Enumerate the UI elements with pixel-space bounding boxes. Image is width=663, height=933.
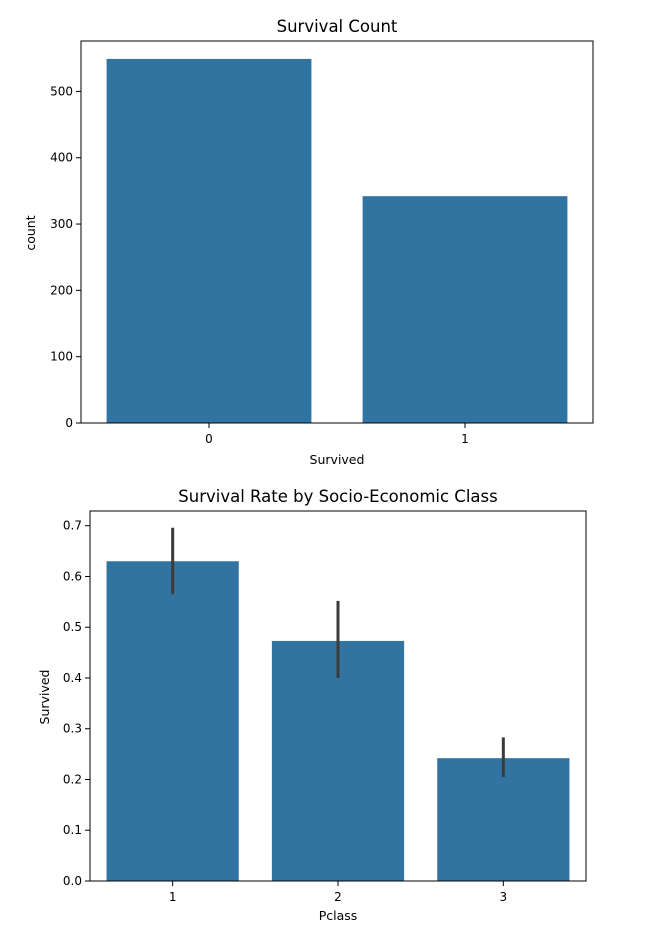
x-tick-label: 0 xyxy=(205,432,213,446)
bars-group xyxy=(106,58,568,423)
y-ticks: 0 100 200 300 400 500 xyxy=(50,84,81,430)
y-tick-label: 100 xyxy=(50,350,73,364)
bar-1 xyxy=(106,561,239,881)
y-axis-label: count xyxy=(23,215,38,250)
chart-title: Survival Rate by Socio-Economic Class xyxy=(178,487,497,506)
plot-frame xyxy=(80,40,594,424)
y-tick-label: 0.5 xyxy=(63,620,82,634)
x-tick-label: 3 xyxy=(500,890,508,904)
x-axis-label: Pclass xyxy=(319,908,358,923)
y-tick-label: 0.1 xyxy=(63,823,82,837)
x-tick-label: 1 xyxy=(461,432,469,446)
y-ticks: 0.0 0.1 0.2 0.3 0.4 0.5 0.6 0.7 xyxy=(63,519,90,888)
y-axis-label: Survived xyxy=(37,670,52,725)
y-tick-label: 0.6 xyxy=(63,569,82,583)
chart-title: Survival Count xyxy=(277,17,398,36)
y-tick-label: 0.4 xyxy=(63,671,82,685)
y-tick-label: 0 xyxy=(65,416,73,430)
bar-1 xyxy=(362,196,568,423)
x-ticks: 1 2 3 xyxy=(169,881,507,904)
plot-frame xyxy=(89,510,587,882)
y-tick-label: 0.7 xyxy=(63,519,82,533)
x-tick-label: 2 xyxy=(334,890,342,904)
y-tick-label: 200 xyxy=(50,283,73,297)
x-axis-label: Survived xyxy=(310,452,365,467)
y-tick-label: 0.0 xyxy=(63,874,82,888)
bars-group xyxy=(106,561,570,881)
y-tick-label: 0.3 xyxy=(63,722,82,736)
y-tick-label: 400 xyxy=(50,151,73,165)
survival-rate-chart: Survival Rate by Socio-Economic Class 0.… xyxy=(37,487,587,923)
bar-0 xyxy=(106,58,312,423)
y-tick-label: 300 xyxy=(50,217,73,231)
y-tick-label: 0.2 xyxy=(63,772,82,786)
y-tick-label: 500 xyxy=(50,84,73,98)
bar-2 xyxy=(271,640,405,881)
error-bars-group xyxy=(171,527,505,777)
bar-3 xyxy=(437,758,570,881)
x-tick-label: 1 xyxy=(169,890,177,904)
